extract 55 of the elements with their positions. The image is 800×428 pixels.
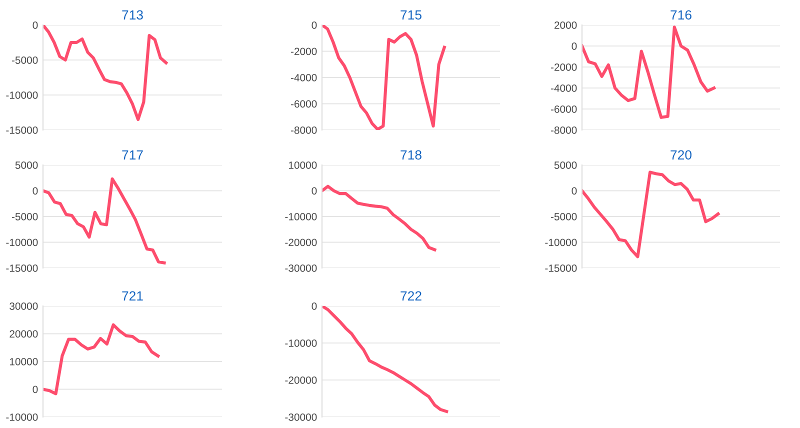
y-tick-label: -15000 <box>545 264 577 272</box>
chart-title: 713 <box>122 10 143 20</box>
y-tick-label: 0 <box>312 302 317 310</box>
y-tick-label: 2000 <box>554 22 577 29</box>
y-tick-label: 10000 <box>288 162 317 169</box>
y-tick-label: -4000 <box>550 84 577 92</box>
chart-title: 715 <box>400 10 422 20</box>
y-tick-label: -8000 <box>550 126 577 134</box>
line-series <box>43 177 166 264</box>
y-tick-label: -20000 <box>285 376 317 384</box>
y-tick-label: -2000 <box>290 48 317 56</box>
y-tick-label: -30000 <box>285 414 317 421</box>
y-tick-label: 0 <box>32 187 38 195</box>
y-tick-label: -6000 <box>290 100 317 108</box>
y-tick-label: 0 <box>312 187 317 195</box>
y-tick-label: -6000 <box>550 106 577 113</box>
y-tick-label: -10000 <box>285 340 317 347</box>
line-series <box>322 184 436 252</box>
chart-title: 722 <box>400 291 422 300</box>
y-tick-label: -4000 <box>290 74 317 82</box>
y-tick-label: -5000 <box>12 56 38 64</box>
y-tick-label: -20000 <box>285 238 317 246</box>
y-tick-label: -10000 <box>285 213 317 220</box>
y-tick-label: 0 <box>572 187 577 195</box>
y-tick-label: -2000 <box>550 64 577 71</box>
line-series <box>43 25 168 122</box>
y-tick-label: -10000 <box>545 238 577 246</box>
y-tick-label: 0 <box>312 22 317 29</box>
y-tick-label: 0 <box>32 386 38 394</box>
y-tick-label: -10000 <box>6 92 38 99</box>
line-series <box>43 323 160 396</box>
line-series <box>582 26 716 119</box>
y-tick-label: -15000 <box>6 126 38 134</box>
y-tick-label: 10000 <box>10 358 38 366</box>
y-tick-label: 5000 <box>554 162 577 169</box>
chart-title: 720 <box>670 150 692 160</box>
chart-title: 721 <box>122 291 143 300</box>
y-tick-label: -10000 <box>6 238 38 246</box>
chart-title: 716 <box>670 10 692 20</box>
y-tick-label: -5000 <box>12 213 38 220</box>
y-tick-label: -5000 <box>550 213 577 220</box>
y-tick-label: -30000 <box>285 264 317 272</box>
chart-title: 718 <box>400 150 422 160</box>
y-tick-label: 0 <box>572 42 577 50</box>
line-series <box>322 306 448 413</box>
y-tick-label: 30000 <box>10 302 38 310</box>
y-tick-label: 20000 <box>10 330 38 338</box>
line-series <box>322 25 446 130</box>
line-series <box>582 170 720 258</box>
y-tick-label: -15000 <box>6 264 38 272</box>
y-tick-label: -10000 <box>6 414 38 421</box>
y-tick-label: 0 <box>32 22 38 29</box>
chart-title: 717 <box>122 150 143 160</box>
y-tick-label: -8000 <box>290 126 317 134</box>
y-tick-label: 5000 <box>15 162 38 169</box>
